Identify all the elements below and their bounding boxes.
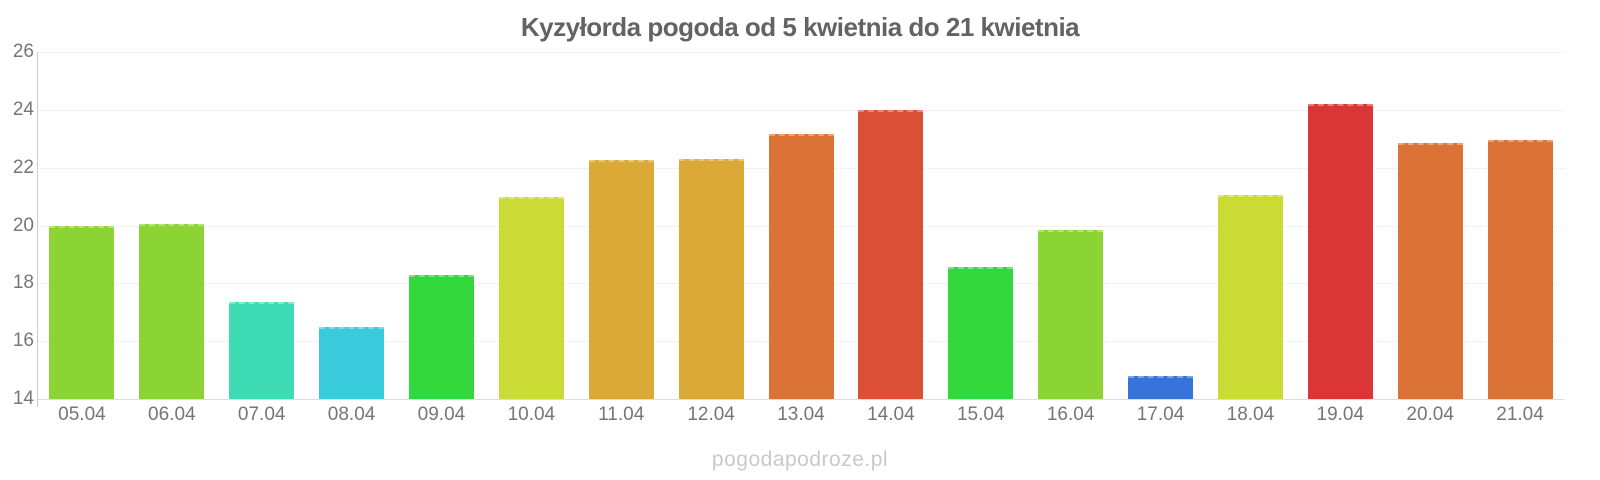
x-tick-label-10.04: 10.04 <box>507 404 556 425</box>
y-tick-label-20: 20 <box>12 214 34 236</box>
y-tick-label-26: 26 <box>12 41 34 62</box>
y-tick-label-18: 18 <box>12 272 34 294</box>
x-tick-label-05.04: 05.04 <box>58 404 106 425</box>
chart-title: Kyzyłorda pogoda od 5 kwietnia do 21 kwi… <box>520 12 1080 42</box>
bar-19.04[interactable] <box>1307 104 1373 399</box>
y-tick-label-16: 16 <box>12 330 34 352</box>
bar-05.04[interactable] <box>49 225 115 399</box>
x-tick-label-19.04: 19.04 <box>1316 404 1365 425</box>
bar-13.04[interactable] <box>768 134 834 399</box>
gridline-24 <box>37 109 1565 111</box>
bar-15.04[interactable] <box>948 267 1014 399</box>
bar-11.04[interactable] <box>588 160 654 399</box>
x-tick-label-15.04: 15.04 <box>956 404 1005 425</box>
x-tick-label-14.04: 14.04 <box>867 404 915 425</box>
x-tick-label-07.04: 07.04 <box>237 404 286 425</box>
x-tick-label-06.04: 06.04 <box>148 404 196 425</box>
x-tick-label-16.04: 16.04 <box>1046 404 1095 425</box>
bar-12.04[interactable] <box>678 159 744 399</box>
y-tick-label-14: 14 <box>12 388 34 409</box>
bar-18.04[interactable] <box>1217 195 1283 399</box>
x-tick-label-08.04: 08.04 <box>327 404 376 425</box>
x-tick-label-11.04: 11.04 <box>598 404 645 425</box>
x-tick-label-20.04: 20.04 <box>1406 404 1454 425</box>
x-tick-label-18.04: 18.04 <box>1226 404 1275 425</box>
x-tick-label-12.04: 12.04 <box>687 404 735 425</box>
y-axis-line <box>37 52 38 407</box>
bar-10.04[interactable] <box>498 196 564 399</box>
bar-14.04[interactable] <box>858 109 924 399</box>
x-tick-label-13.04: 13.04 <box>777 404 825 425</box>
x-tick-label-21.04: 21.04 <box>1496 404 1544 425</box>
bar-17.04[interactable] <box>1128 375 1194 399</box>
bar-21.04[interactable] <box>1487 140 1553 399</box>
plot-area <box>37 52 1565 400</box>
y-tick-label-24: 24 <box>12 98 34 120</box>
bar-06.04[interactable] <box>139 224 205 399</box>
y-tick-label-22: 22 <box>12 156 34 178</box>
x-tick-label-17.04: 17.04 <box>1136 404 1185 425</box>
watermark: pogodapodroze.pl <box>711 448 889 471</box>
bar-09.04[interactable] <box>408 274 474 399</box>
x-tick-label-09.04: 09.04 <box>417 404 466 425</box>
bar-20.04[interactable] <box>1397 143 1463 399</box>
bar-08.04[interactable] <box>319 326 385 399</box>
bar-16.04[interactable] <box>1038 229 1104 399</box>
gridline-26 <box>37 52 1565 53</box>
bar-07.04[interactable] <box>229 302 295 399</box>
